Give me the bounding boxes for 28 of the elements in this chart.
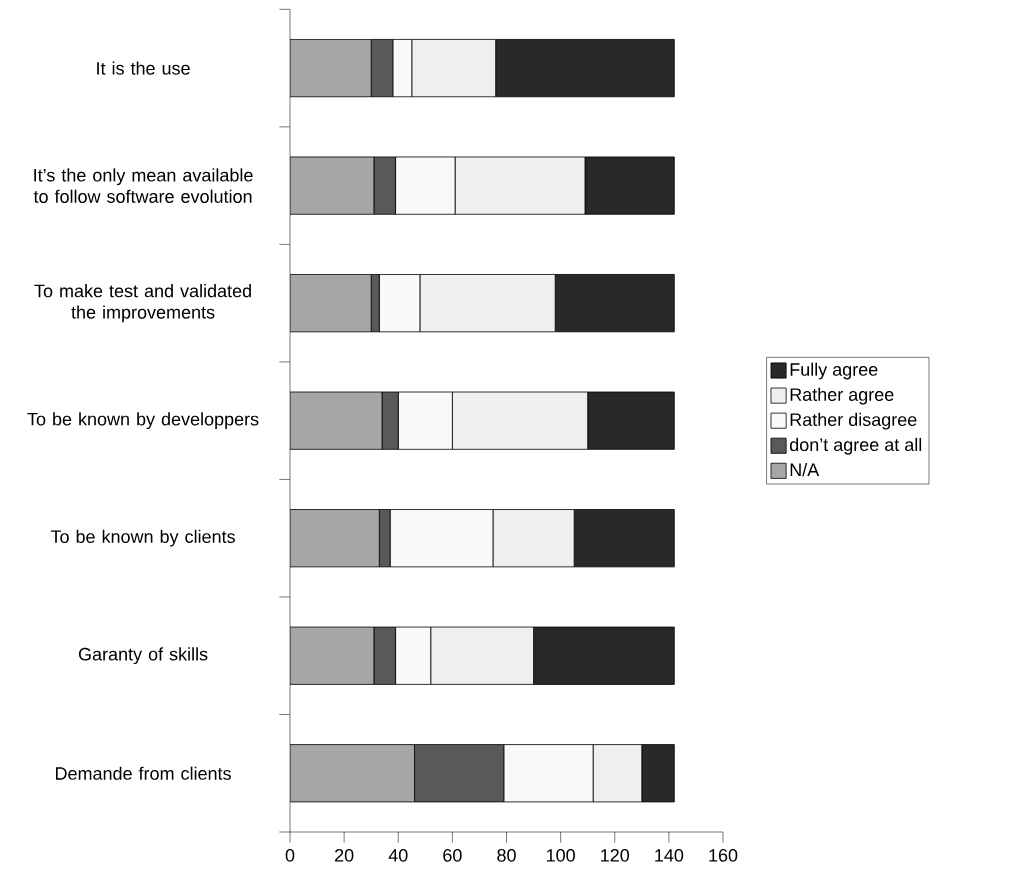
x-tick-label: 20 bbox=[335, 848, 354, 862]
bar bbox=[290, 274, 372, 333]
x-tick-label: 100 bbox=[546, 848, 575, 862]
y-tick-label: It’s the only mean available to follow software evolution bbox=[33, 168, 253, 203]
legend-label: don’t agree at all bbox=[789, 437, 922, 455]
y-tick-label: To be known by clients bbox=[50, 529, 235, 547]
y-tick-label: To make test and validated the improvements bbox=[34, 284, 251, 323]
bar bbox=[290, 744, 415, 803]
bar bbox=[290, 39, 372, 98]
x-tick-label: 0 bbox=[285, 848, 295, 862]
x-tick-label: 140 bbox=[655, 848, 684, 862]
y-tick-label: It is the use bbox=[97, 61, 190, 75]
bar bbox=[290, 391, 383, 450]
y-tick-label: To be known by developpers bbox=[27, 412, 259, 430]
y-tick-label: Garanty of skills bbox=[78, 647, 208, 665]
x-tick-label: 40 bbox=[388, 848, 408, 862]
legend-label: Fully agree bbox=[790, 362, 878, 380]
bar bbox=[290, 156, 375, 215]
x-tick-label: 80 bbox=[497, 848, 516, 862]
legend-label: Rather disagree bbox=[790, 412, 917, 430]
bar bbox=[290, 509, 380, 568]
x-tick-label: 60 bbox=[443, 848, 462, 862]
x-tick-label: 120 bbox=[601, 848, 630, 862]
legend-label: Rather agree bbox=[790, 387, 894, 405]
legend-label: N/A bbox=[790, 462, 820, 477]
x-tick-label: 160 bbox=[709, 848, 738, 862]
bar bbox=[290, 626, 375, 685]
y-tick-label: Demande from clients bbox=[56, 766, 231, 780]
